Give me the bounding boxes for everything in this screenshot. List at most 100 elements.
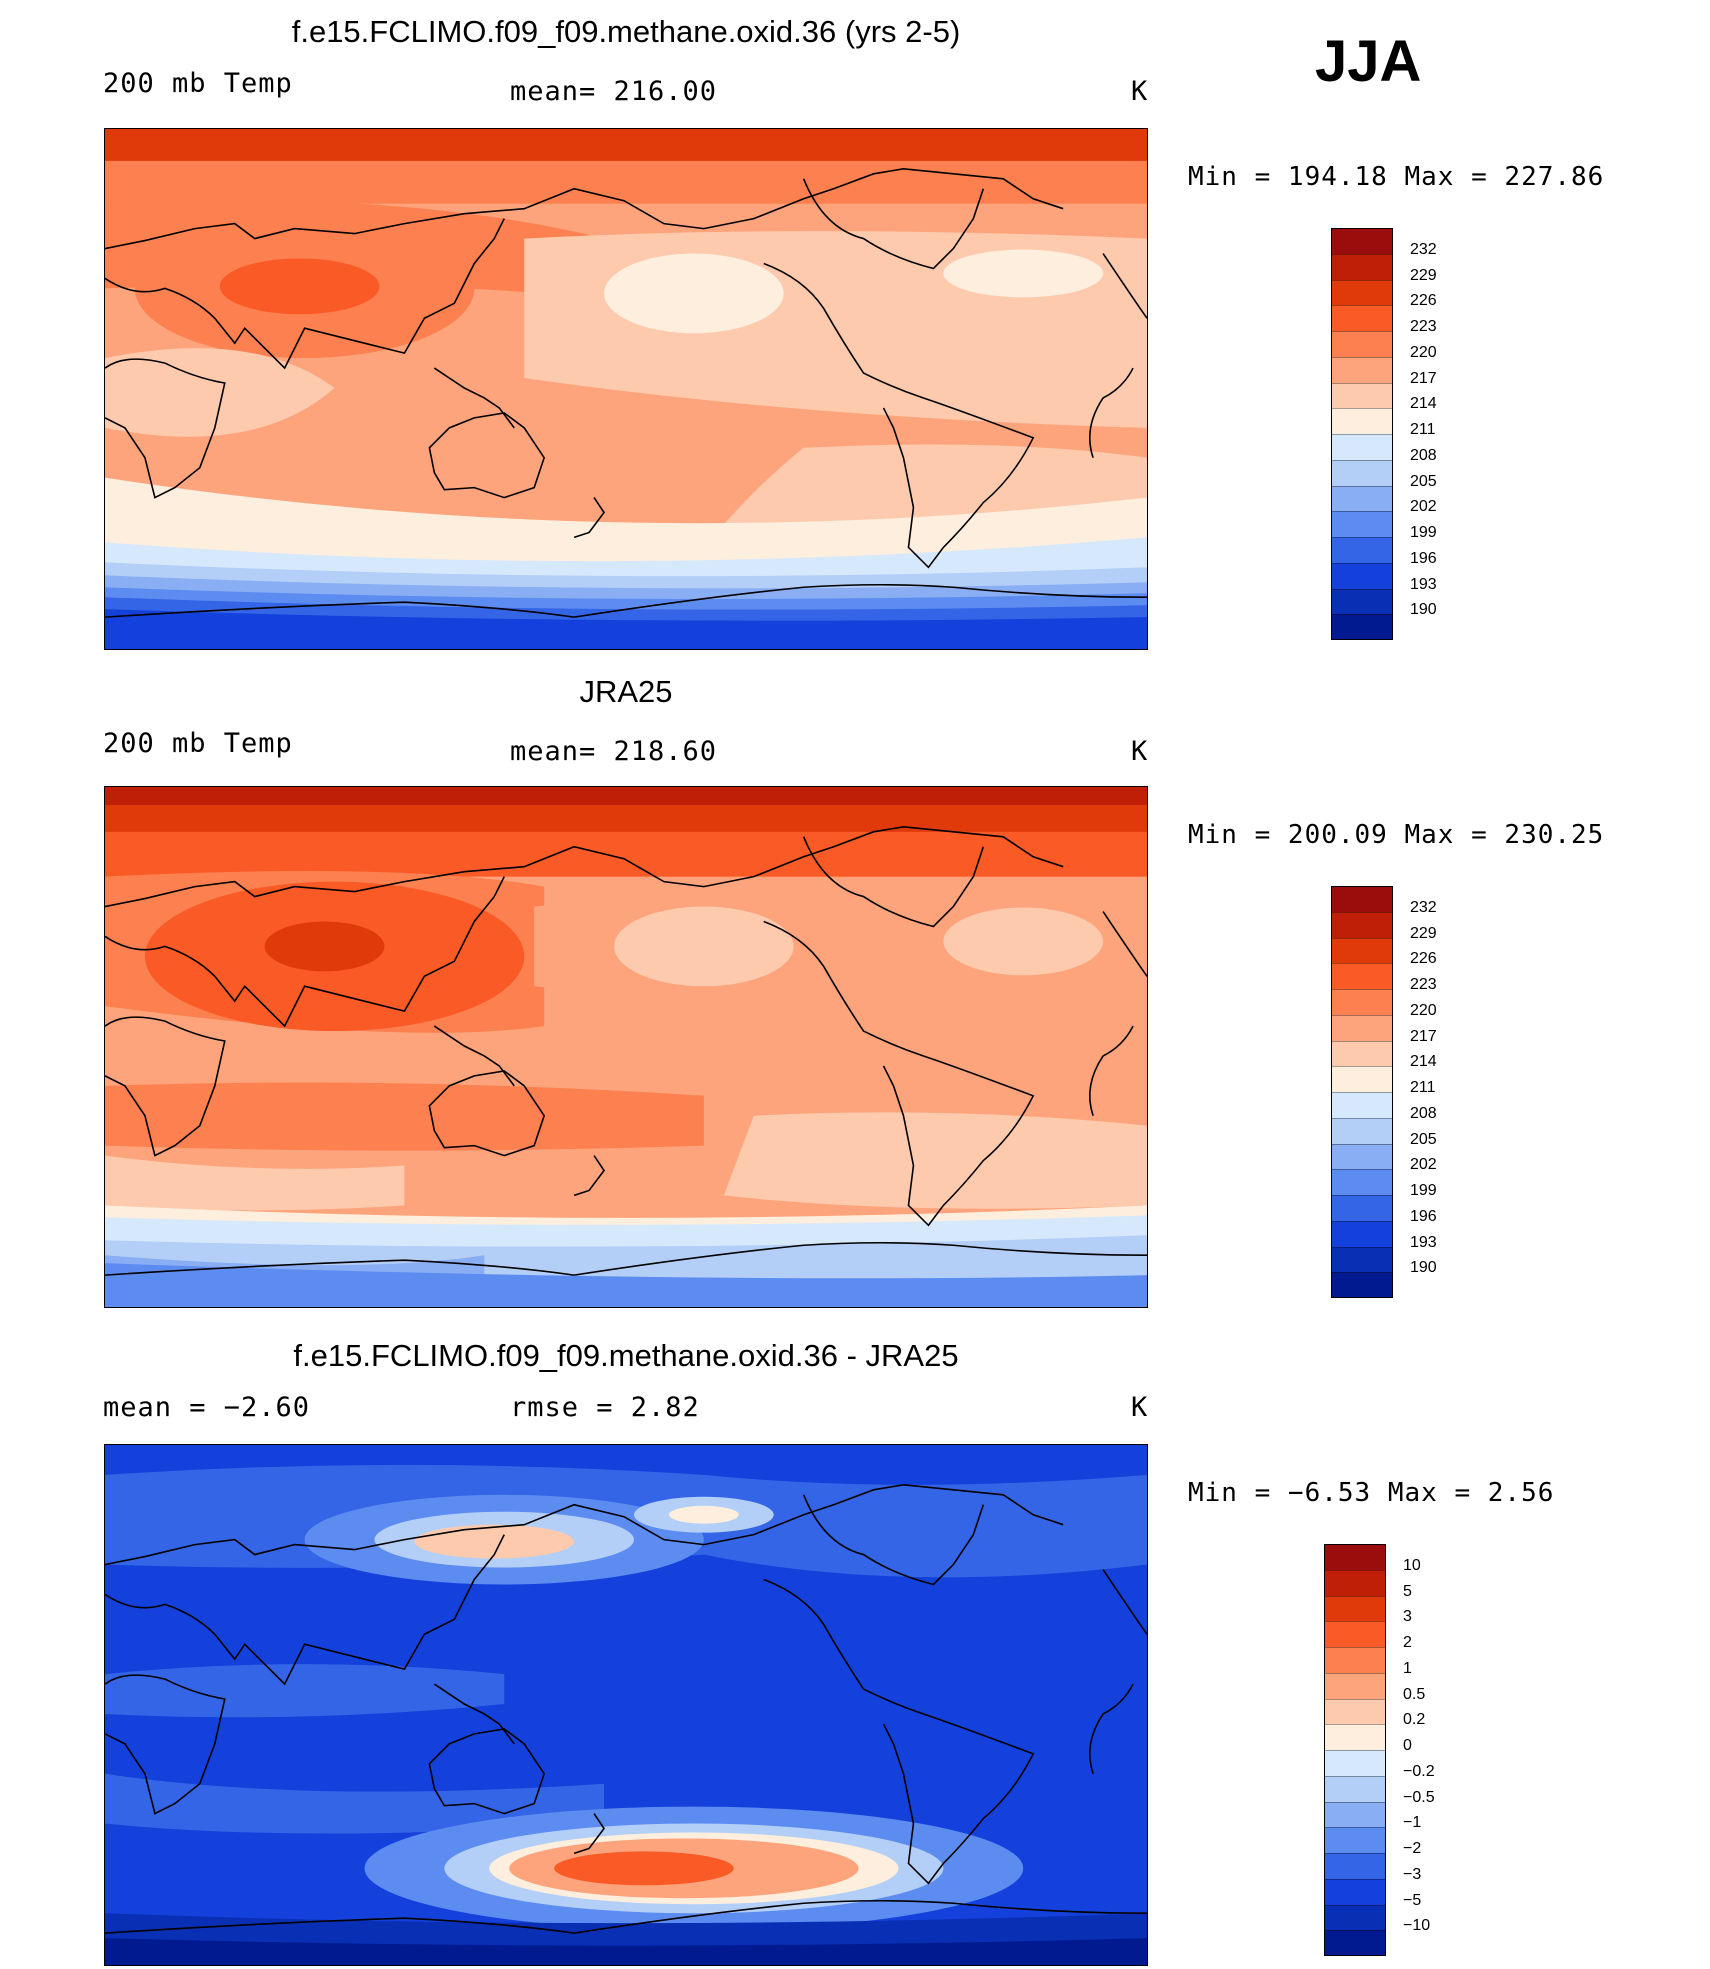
panel-3-colorbar-tick-label: −2 (1403, 1840, 1422, 1857)
panel-1-colorbar-tick-label: 190 (1410, 601, 1437, 619)
panel-3-colorbar-tick-label: 3 (1403, 1608, 1412, 1626)
panel-2-units-label: K (1131, 736, 1149, 767)
panel-1-colorbar-tick-label: 202 (1410, 498, 1437, 516)
panel-2-colorbar-swatch (1331, 1117, 1393, 1144)
panel-1-colorbar-tick-label: 193 (1410, 575, 1437, 593)
panel-2-colorbar-swatch (1331, 1272, 1393, 1298)
panel-2-colorbar-tick-label: 220 (1410, 1001, 1437, 1019)
panel-3-title: f.e15.FCLIMO.f09_f09.methane.oxid.36 - J… (293, 1338, 959, 1373)
panel-2-colorbar-tick-label: 223 (1410, 976, 1437, 993)
panel-1-colorbar-swatch (1331, 459, 1393, 486)
panel-2-colorbar-swatch (1331, 1246, 1393, 1273)
panel-3-colorbar-tick-label: 0.5 (1403, 1685, 1426, 1703)
panel-2-colorbar-tick-label: 214 (1410, 1053, 1437, 1071)
panel-1-colorbar-tick-label: 226 (1410, 292, 1437, 310)
panel-2-colorbar-swatch (1331, 1143, 1393, 1170)
panel-1-map (104, 128, 1148, 650)
panel-1-variable-label: 200 mb Temp (103, 68, 293, 99)
panel-3-colorbar-swatch (1324, 1827, 1386, 1853)
panel-1-colorbar-swatch (1331, 279, 1393, 306)
panel-3-colorbar-swatch (1324, 1878, 1386, 1905)
panel-1-coastlines (105, 168, 1147, 618)
panel-3-colorbar-swatch (1324, 1595, 1386, 1622)
panel-1-colorbar-tick-label: 232 (1410, 240, 1437, 258)
panel-2-title: JRA25 (579, 674, 673, 709)
panel-1-colorbar-tick-label: 205 (1410, 472, 1437, 490)
panel-3-colorbar-tick-label: −1 (1403, 1814, 1422, 1832)
panel-3-contour-field (105, 1445, 1147, 1965)
panel-2-colorbar-tick-label: 199 (1410, 1182, 1437, 1199)
panel-2-colorbar-swatch (1331, 989, 1393, 1015)
panel-1-colorbar-tick-label: 220 (1410, 343, 1437, 361)
panel-2-colorbar-swatch (1331, 963, 1393, 989)
panel-1-mean-label: mean= 216.00 (510, 76, 718, 107)
panel-3-colorbar-tick-label: 0.2 (1403, 1711, 1426, 1729)
panel-1-colorbar-swatch (1331, 356, 1393, 383)
panel-3-rmse-label: rmse = 2.82 (510, 1392, 700, 1423)
panel-2-colorbar-swatch (1331, 1092, 1393, 1118)
panel-2-colorbar-tick-label: 205 (1410, 1130, 1437, 1148)
panel-2-colorbar-swatch (1331, 1014, 1393, 1041)
panel-3-colorbar-tick-label: −0.2 (1403, 1762, 1435, 1780)
season-label: JJA (1315, 29, 1422, 94)
panel-2-contour-field (105, 787, 1147, 1307)
panel-3-colorbar-tick-label: 10 (1403, 1556, 1421, 1574)
panel-3-colorbar-tick-label: 2 (1403, 1634, 1412, 1651)
panel-2-colorbar-tick-label: 217 (1410, 1027, 1437, 1045)
panel-2-colorbar-tick-label: 193 (1410, 1233, 1437, 1251)
panel-1-colorbar-swatch (1331, 408, 1393, 434)
panel-1-colorbar-tick-label: 199 (1410, 524, 1437, 541)
panel-2-colorbar-swatch (1331, 1066, 1393, 1092)
panel-3-colorbar-tick-label: −5 (1403, 1891, 1422, 1909)
panel-3-colorbar-swatch (1324, 1904, 1386, 1931)
panel-2-colorbar-tick-label: 211 (1410, 1079, 1436, 1096)
panel-3-colorbar-tick-label: 0 (1403, 1737, 1412, 1754)
panel-1-colorbar-tick-label: 223 (1410, 318, 1437, 335)
panel-1-colorbar-tick-label: 211 (1410, 421, 1436, 438)
panel-3-colorbar-swatch (1324, 1775, 1386, 1802)
panel-2-colorbar (1331, 886, 1393, 1298)
panel-3-colorbar-swatch (1324, 1698, 1386, 1725)
panel-1-colorbar-swatch (1331, 588, 1393, 615)
panel-3-colorbar-swatch (1324, 1750, 1386, 1776)
panel-2-colorbar-swatch (1331, 1195, 1393, 1221)
panel-3-colorbar-swatch (1324, 1621, 1386, 1647)
panel-1-minmax-label: Min = 194.18 Max = 227.86 (1188, 162, 1605, 192)
panel-3-colorbar-swatch (1324, 1569, 1386, 1596)
panel-1-colorbar-swatch (1331, 614, 1393, 640)
panel-3-colorbar-swatch (1324, 1801, 1386, 1828)
panel-1-units-label: K (1131, 76, 1149, 107)
panel-1-colorbar-swatch (1331, 253, 1393, 280)
panel-2-colorbar-swatch (1331, 937, 1393, 964)
panel-3-minmax-label: Min = −6.53 Max = 2.56 (1188, 1478, 1555, 1508)
panel-2-coastlines (105, 826, 1147, 1276)
panel-1-colorbar-tick-label: 196 (1410, 549, 1437, 567)
panel-1-colorbar-tick-label: 229 (1410, 266, 1437, 284)
panel-3-colorbar-swatch (1324, 1853, 1386, 1879)
panel-1-colorbar-swatch (1331, 305, 1393, 331)
panel-2-colorbar-tick-label: 208 (1410, 1104, 1437, 1122)
panel-3-map (104, 1444, 1148, 1966)
panel-3-colorbar-tick-label: −3 (1403, 1865, 1422, 1883)
panel-3-units-label: K (1131, 1392, 1149, 1423)
panel-2-minmax-label: Min = 200.09 Max = 230.25 (1188, 820, 1605, 850)
panel-1-colorbar-swatch (1331, 562, 1393, 589)
panel-2-colorbar-tick-label: 190 (1410, 1259, 1437, 1277)
panel-2-colorbar-swatch (1331, 1220, 1393, 1247)
panel-1-title: f.e15.FCLIMO.f09_f09.methane.oxid.36 (yr… (291, 14, 961, 49)
panel-2-colorbar-swatch (1331, 1040, 1393, 1067)
panel-1-colorbar (1331, 228, 1393, 640)
panel-1-colorbar-swatch (1331, 537, 1393, 563)
panel-3-colorbar-tick-label: 1 (1403, 1659, 1412, 1677)
panel-1-colorbar-tick-label: 208 (1410, 446, 1437, 464)
panel-2-colorbar-tick-label: 232 (1410, 898, 1437, 916)
panel-2-colorbar-tick-label: 226 (1410, 950, 1437, 968)
panel-3-colorbar-swatch (1324, 1544, 1386, 1570)
panel-3-coastlines (105, 1484, 1147, 1934)
panel-3-colorbar-tick-label: 5 (1403, 1582, 1412, 1600)
panel-1-colorbar-swatch (1331, 228, 1393, 254)
panel-2-colorbar-tick-label: 196 (1410, 1207, 1437, 1225)
panel-1-colorbar-swatch (1331, 331, 1393, 357)
panel-1-colorbar-swatch (1331, 485, 1393, 512)
panel-1-colorbar-swatch (1331, 434, 1393, 460)
